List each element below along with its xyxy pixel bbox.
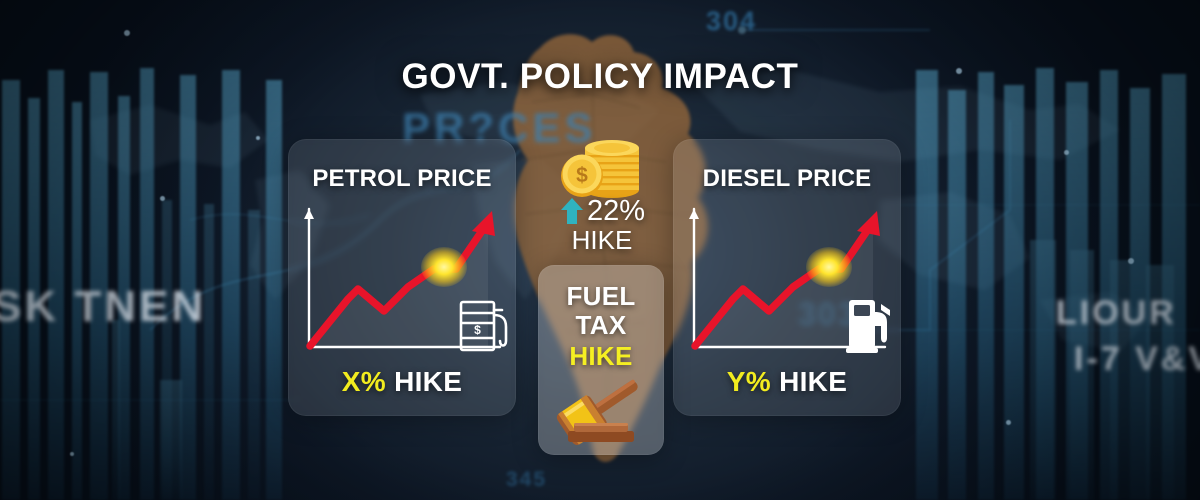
tax-hike-percent: 22% <box>586 194 646 227</box>
background-speck <box>124 30 130 36</box>
background-speck <box>70 452 74 456</box>
background-speck <box>1128 258 1134 264</box>
diesel-card-heading: DIESEL PRICE <box>702 165 872 192</box>
pump-dollar-label: $ <box>474 323 481 337</box>
tax-card-line-2: TAX <box>575 310 627 340</box>
y-axis-arrow-icon <box>304 209 314 219</box>
page-title: GOVT. POLICY IMPACT <box>401 57 799 96</box>
trend-arrowhead-icon <box>857 211 880 236</box>
background-ghost-text-right-1: LIOUR <box>1056 294 1177 332</box>
background-speck <box>1064 150 1069 155</box>
background-ghost-text-right-2: I-7 V&V <box>1074 340 1200 378</box>
petrol-hike-label: HIKE <box>394 366 463 397</box>
tax-card-line-3: HIKE <box>569 341 633 371</box>
background-number-304: 304 <box>706 6 758 36</box>
fuel-pump-icon <box>846 300 890 353</box>
card-diesel-price[interactable]: DIESEL PRICE <box>673 139 901 416</box>
background-speck <box>256 136 260 140</box>
diesel-hike-percent: Y% <box>726 366 771 397</box>
fuel-pump-dollar-icon: $ <box>459 300 508 352</box>
background-speck <box>160 196 165 201</box>
petrol-card-heading: PETROL PRICE <box>312 165 492 192</box>
petrol-hike-percent: X% <box>341 366 386 397</box>
diesel-hike-label: HIKE <box>779 366 848 397</box>
card-fuel-tax-hike[interactable]: FUEL TAX HIKE <box>538 265 664 455</box>
trend-arrowhead-icon <box>472 211 495 236</box>
background-ghost-text-left: SK TNEN <box>0 282 207 331</box>
diesel-hike-value: Y% HIKE <box>673 366 901 398</box>
petrol-hike-value: X% HIKE <box>288 366 516 398</box>
coin-dollar-symbol: $ <box>576 164 588 187</box>
tax-hike-label: HIKE <box>571 225 633 255</box>
background-number-345: 345 <box>506 468 548 491</box>
y-axis-arrow-icon <box>689 209 699 219</box>
card-petrol-price[interactable]: PETROL PRICE <box>288 139 516 416</box>
tax-hike-stat: 22% HIKE <box>532 196 672 254</box>
tax-card-line-1: FUEL <box>566 281 636 311</box>
background-speck <box>1006 420 1011 425</box>
gavel-icon <box>556 379 638 445</box>
arrow-up-icon <box>560 198 583 224</box>
gold-coins-icon: $ <box>561 140 639 198</box>
